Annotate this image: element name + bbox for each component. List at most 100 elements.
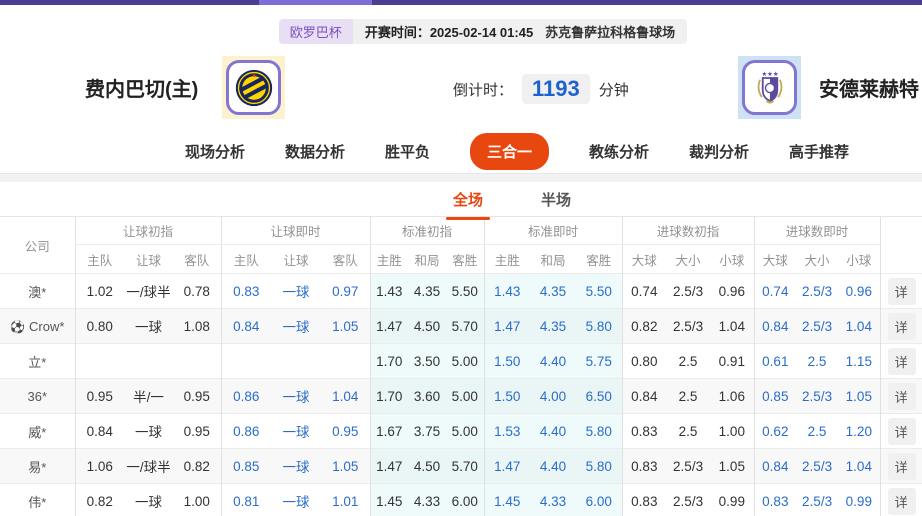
odds-row: 威* 0.84 一球 0.95 0.86 一球 0.95 1.67 3.75 5.00 1.53 4.… — [0, 413, 922, 449]
goals_init-value: 2.5 — [666, 343, 711, 379]
std_live-value: 4.00 — [530, 378, 577, 414]
handicap_init-value: 0.95 — [173, 413, 222, 449]
std_live-value: 6.50 — [576, 378, 623, 414]
goals_init-value: 0.91 — [710, 343, 755, 379]
subtab-0-active[interactable]: 全场 — [445, 185, 491, 220]
section-divider — [0, 174, 922, 182]
group-header-0: 让球初指 — [74, 216, 222, 245]
goals_init-value: 0.99 — [710, 483, 755, 516]
nav-tab-2[interactable]: 胜平负 — [384, 144, 430, 161]
handicap_init-value: 0.84 — [74, 413, 124, 449]
goals_live-value: 2.5 — [796, 413, 839, 449]
goals_live-value: 2.5 — [796, 343, 839, 379]
company-name: 威* — [28, 424, 47, 440]
fenerbahce-crest-icon — [226, 60, 282, 115]
company-name: 伟* — [28, 494, 47, 510]
sub-header-4-0: 大球 — [621, 244, 667, 274]
odds-row: 易* 1.06 一/球半 0.82 0.85 一球 1.05 1.47 4.50 5.70 1.47… — [0, 448, 922, 484]
std_init-value: 5.50 — [446, 273, 485, 309]
sub-header-2-2: 客胜 — [452, 253, 478, 268]
handicap_init-value: 半/一 — [124, 378, 173, 414]
goals_live-value: 1.04 — [838, 448, 881, 484]
nav-tab-0[interactable]: 现场分析 — [184, 144, 245, 161]
nav-tab-1[interactable]: 数据分析 — [284, 144, 345, 161]
handicap_init-value — [173, 343, 222, 379]
std_init-value: 4.50 — [408, 448, 447, 484]
goals_init-value: 0.83 — [621, 413, 667, 449]
sub-header-3-1: 和局 — [540, 253, 566, 268]
goals_init-value: 1.00 — [710, 413, 755, 449]
sub-header-5-1: 大小 — [804, 253, 830, 268]
std_live-value: 1.50 — [483, 378, 531, 414]
sub-header-3-0: 主胜 — [483, 244, 531, 274]
goals_init-value: 0.96 — [710, 273, 755, 309]
std_init-value: 1.47 — [369, 448, 409, 484]
sub-header-2-0: 主胜 — [369, 244, 409, 274]
top-accent-bar — [0, 0, 922, 5]
goals_init-value: 0.82 — [621, 308, 667, 344]
sub-header-1-0: 主队 — [220, 244, 272, 274]
goals_live-value: 1.20 — [838, 413, 881, 449]
handicap_init-value: 1.02 — [74, 273, 124, 309]
goals_init-value: 2.5 — [666, 413, 711, 449]
detail-button[interactable]: 详 — [887, 487, 916, 515]
goals_init-value: 2.5/3 — [666, 273, 711, 309]
goals_init-value: 0.74 — [621, 273, 667, 309]
sub-header-4-2: 小球 — [719, 253, 745, 268]
std_init-value: 5.00 — [446, 343, 485, 379]
detail-button[interactable]: 详 — [887, 382, 916, 410]
std_init-value: 1.47 — [369, 308, 409, 344]
odds-row: 立* 1.70 3.50 5.00 1.50 4.40 5.75 0.80 2.5 0.91 0.6… — [0, 343, 922, 379]
away-team-logo: ★★★ — [738, 56, 801, 119]
std_live-value: 4.40 — [530, 448, 577, 484]
handicap_init-value: 一球 — [124, 483, 173, 516]
detail-button[interactable]: 详 — [887, 417, 916, 445]
std_init-value: 6.00 — [446, 483, 485, 516]
handicap_live-value: 0.95 — [321, 413, 371, 449]
home-team-name: 费内巴切(主) — [85, 79, 199, 101]
handicap_init-value: 0.95 — [173, 378, 222, 414]
detail-button[interactable]: 详 — [887, 452, 916, 480]
company-cell: 伟* — [0, 483, 75, 516]
nav-tab-6[interactable]: 高手推荐 — [789, 144, 850, 161]
std_init-value: 5.70 — [446, 448, 485, 484]
handicap_live-value: 1.01 — [321, 483, 371, 516]
detail-cell: 详 — [879, 343, 922, 379]
group-header-3: 标准即时 — [483, 216, 623, 245]
std_init-value: 5.00 — [446, 378, 485, 414]
detail-button[interactable]: 详 — [887, 347, 916, 375]
nav-tab-3-active[interactable]: 三合一 — [469, 133, 549, 170]
handicap_live-value: 0.84 — [220, 308, 272, 344]
detail-cell: 详 — [879, 273, 922, 309]
detail-button[interactable]: 详 — [887, 312, 916, 340]
goals_init-value: 0.83 — [621, 483, 667, 516]
handicap_live-value: 一球 — [271, 483, 322, 516]
company-cell: 立* — [0, 343, 75, 379]
goals_init-value: 2.5/3 — [666, 483, 711, 516]
handicap_init-value: 一/球半 — [124, 273, 173, 309]
goals_init-value: 2.5 — [666, 378, 711, 414]
std_init-value: 1.70 — [369, 343, 409, 379]
detail-button[interactable]: 详 — [887, 277, 916, 305]
nav-tab-4[interactable]: 教练分析 — [589, 144, 650, 161]
goals_live-value: 0.84 — [753, 308, 797, 344]
handicap_init-value: 0.95 — [74, 378, 124, 414]
goals_live-value: 0.85 — [753, 378, 797, 414]
company-cell: 易* — [0, 448, 75, 484]
handicap_live-value: 0.83 — [220, 273, 272, 309]
nav-tab-5[interactable]: 裁判分析 — [689, 144, 750, 161]
odds-row: 36* 0.95 半/一 0.95 0.86 一球 1.04 1.70 3.60 5.00 1.50… — [0, 378, 922, 414]
handicap_live-value — [220, 343, 272, 379]
goals_live-value: 2.5/3 — [796, 308, 839, 344]
league-badge[interactable]: 欧罗巴杯 — [278, 19, 353, 44]
handicap_init-value: 0.78 — [173, 273, 222, 309]
std_init-value: 3.50 — [408, 343, 447, 379]
goals_init-value: 1.05 — [710, 448, 755, 484]
group-header-2: 标准初指 — [369, 216, 485, 245]
stadium-name: 苏克鲁萨拉科格鲁球场 — [545, 25, 676, 40]
subtab-1[interactable]: 半场 — [541, 191, 572, 209]
goals_init-value: 0.83 — [621, 448, 667, 484]
handicap_live-value: 1.05 — [321, 308, 371, 344]
countdown-unit: 分钟 — [598, 81, 629, 99]
handicap_live-value: 一球 — [271, 378, 322, 414]
